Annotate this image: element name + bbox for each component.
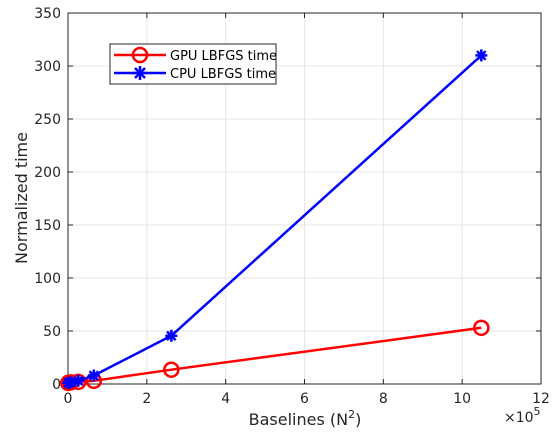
x-axis-exponent-base: ×10 — [504, 410, 534, 426]
data-point — [163, 361, 180, 378]
data-point — [64, 376, 77, 389]
legend-cpu-marker — [133, 66, 147, 80]
series-group — [60, 49, 490, 392]
x-tick-label: 10 — [453, 391, 471, 407]
y-tick-label: 350 — [34, 6, 61, 22]
y-tick-label: 50 — [43, 324, 61, 340]
y-tick-label: 150 — [34, 218, 61, 234]
x-tick-label: 6 — [300, 391, 309, 407]
x-axis-label-superscript: 2 — [348, 408, 355, 421]
x-tick-label: 8 — [379, 391, 388, 407]
legend-box — [109, 43, 277, 85]
x-axis-exponent-power: 5 — [534, 405, 541, 418]
y-tick-label: 200 — [34, 165, 61, 181]
y-tick-label: 0 — [52, 377, 61, 393]
legend-gpu-label: GPU LBFGS time — [170, 49, 277, 64]
x-axis-label-tail: ) — [355, 410, 361, 429]
grid — [68, 13, 541, 384]
x-axis-label: Baselines (N2) — [249, 408, 362, 429]
x-tick-label: 4 — [221, 391, 230, 407]
x-tick-label: 2 — [142, 391, 151, 407]
data-point — [87, 369, 100, 382]
y-tick-label: 300 — [34, 59, 61, 75]
x-tick-label: 0 — [64, 391, 73, 407]
y-tick-label: 250 — [34, 112, 61, 128]
x-tick-label: 12 — [532, 391, 550, 407]
data-point — [165, 329, 178, 342]
series-cpu-lbfgs-time — [62, 49, 488, 389]
legend-gpu-marker — [131, 46, 149, 64]
data-point — [475, 49, 488, 62]
x-axis-label-main: Baselines (N — [249, 410, 348, 429]
data-point — [72, 374, 85, 387]
y-tick-label: 100 — [34, 271, 61, 287]
x-axis-exponent: ×105 — [504, 405, 541, 426]
data-point — [473, 319, 490, 337]
legend: GPU LBFGS time CPU LBFGS time — [109, 43, 277, 85]
axis-ticks: 0 2 4 6 8 10 12 0 50 100 150 200 250 300 350 — [34, 6, 550, 407]
y-axis-label: Normalized time — [12, 132, 31, 264]
legend-cpu-label: CPU LBFGS time — [170, 67, 276, 82]
